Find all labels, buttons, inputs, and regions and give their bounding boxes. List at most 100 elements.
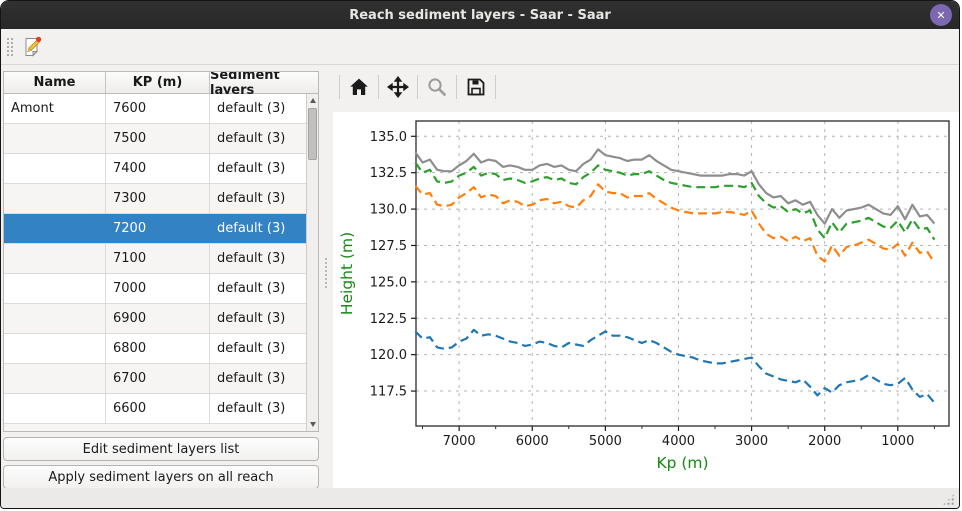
svg-text:6000: 6000 [516, 434, 549, 449]
row-name-cell[interactable] [4, 124, 106, 153]
table-row[interactable]: 7400 default (3) [4, 154, 306, 184]
svg-text:132.5: 132.5 [370, 166, 407, 181]
toolbar-separator [456, 75, 457, 99]
window-title: Reach sediment layers - Saar - Saar [349, 7, 611, 23]
svg-text:1000: 1000 [881, 434, 914, 449]
svg-text:2000: 2000 [808, 434, 841, 449]
plot-home-button[interactable] [344, 72, 374, 102]
sediment-layers-table: Name KP (m) Sediment layers Amont 7600 def… [3, 71, 319, 432]
row-layers-cell[interactable]: default (3) [217, 161, 286, 176]
row-layers-cell[interactable]: default (3) [217, 311, 286, 326]
table-row[interactable]: 7500 default (3) [4, 124, 306, 154]
x-axis-label: Kp (m) [656, 454, 708, 472]
splitter-handle-icon [324, 257, 328, 289]
pan-move-icon [387, 76, 409, 98]
sediment-profile-chart: 117.5 120.0 122.5 125.0 127.5 130.0 132.5 135.0… [338, 120, 950, 472]
row-name-cell[interactable] [4, 244, 106, 273]
row-kp-cell[interactable]: 7500 [106, 124, 210, 153]
row-name-cell[interactable] [4, 394, 106, 423]
scrollbar-thumb[interactable] [308, 108, 317, 160]
toolbar-separator [495, 75, 496, 99]
column-header-sediment-layers[interactable]: Sediment layers [210, 71, 280, 98]
row-kp-cell[interactable]: 6900 [106, 304, 210, 333]
table-row[interactable]: 7300 default (3) [4, 184, 306, 214]
row-layers-cell[interactable]: default (3) [217, 341, 286, 356]
close-icon: ✕ [936, 8, 946, 22]
table-row[interactable]: 7000 default (3) [4, 274, 306, 304]
toolbar-drag-handle[interactable] [6, 37, 14, 58]
row-name-cell[interactable] [4, 304, 106, 333]
row-name-cell[interactable] [4, 274, 106, 303]
table-row[interactable]: Amont 7600 default (3) [4, 94, 306, 124]
resize-grip-icon[interactable] [942, 493, 955, 506]
row-name-cell[interactable] [4, 364, 106, 393]
pane-splitter[interactable] [321, 65, 331, 488]
plot-zoom-button[interactable] [422, 72, 452, 102]
toolbar-separator [378, 75, 379, 99]
row-layers-cell[interactable]: default (3) [217, 401, 286, 416]
y-axis-label: Height (m) [338, 232, 356, 315]
column-header-name[interactable]: Name [4, 72, 106, 93]
row-name-cell[interactable] [4, 154, 106, 183]
row-name-cell[interactable]: Amont [4, 94, 106, 123]
table-body: Amont 7600 default (3) 7500 default (3) 7400 d… [4, 94, 306, 431]
svg-text:127.5: 127.5 [370, 239, 407, 254]
chevron-up-icon [309, 98, 316, 103]
apply-sediment-layers-button[interactable]: Apply sediment layers on all reach [3, 465, 319, 489]
main-toolbar [1, 29, 959, 65]
row-layers-cell[interactable]: default (3) [217, 221, 286, 236]
table-row[interactable]: 6900 default (3) [4, 304, 306, 334]
row-layers-cell[interactable]: default (3) [217, 281, 286, 296]
table-row[interactable]: 6600 default (3) [4, 394, 306, 424]
svg-text:122.5: 122.5 [370, 312, 407, 327]
row-kp-cell[interactable]: 7100 [106, 244, 210, 273]
row-kp-cell[interactable]: 7000 [106, 274, 210, 303]
row-name-cell[interactable] [4, 334, 106, 363]
svg-text:135.0: 135.0 [370, 130, 407, 145]
plot-toolbar [335, 70, 500, 104]
row-kp-cell[interactable]: 7600 [106, 94, 210, 123]
scrollbar-up-button[interactable] [307, 98, 318, 111]
status-strip [1, 488, 959, 508]
titlebar[interactable]: Reach sediment layers - Saar - Saar ✕ [1, 1, 959, 29]
sediment-layer-top-gray [414, 148, 936, 225]
row-layers-cell[interactable]: default (3) [217, 101, 286, 116]
row-kp-cell[interactable]: 7400 [106, 154, 210, 183]
plot-canvas[interactable]: 117.5 120.0 122.5 125.0 127.5 130.0 132.5 135.0… [333, 112, 959, 488]
row-kp-cell[interactable]: 6700 [106, 364, 210, 393]
close-button[interactable]: ✕ [930, 4, 952, 26]
table-header: Name KP (m) Sediment layers [4, 71, 318, 98]
table-row[interactable]: 7200 default (3) [4, 214, 306, 244]
column-header-kp[interactable]: KP (m) [106, 72, 210, 93]
row-kp-cell[interactable]: 7300 [106, 184, 210, 213]
row-kp-cell[interactable]: 6600 [106, 394, 210, 423]
edit-sediment-layers-list-button[interactable]: Edit sediment layers list [3, 437, 319, 461]
row-layers-cell[interactable]: default (3) [217, 131, 286, 146]
svg-text:7000: 7000 [443, 434, 476, 449]
svg-text:5000: 5000 [589, 434, 622, 449]
row-layers-cell[interactable]: default (3) [217, 371, 286, 386]
row-name-cell[interactable] [4, 214, 106, 243]
row-layers-cell[interactable]: default (3) [217, 251, 286, 266]
sediment-layer-green [414, 161, 936, 241]
svg-text:4000: 4000 [662, 434, 695, 449]
scrollbar-down-button[interactable] [307, 418, 318, 431]
plot-save-button[interactable] [461, 72, 491, 102]
plot-pan-button[interactable] [383, 72, 413, 102]
row-layers-cell[interactable]: default (3) [217, 191, 286, 206]
table-scrollbar[interactable] [306, 94, 318, 431]
row-kp-cell[interactable]: 6800 [106, 334, 210, 363]
row-name-cell[interactable] [4, 184, 106, 213]
toolbar-separator [417, 75, 418, 99]
table-row[interactable]: 6800 default (3) [4, 334, 306, 364]
row-kp-cell[interactable]: 7200 [106, 214, 210, 243]
edit-sediment-button[interactable] [18, 33, 46, 61]
chevron-down-icon [309, 422, 316, 427]
table-row[interactable]: 7100 default (3) [4, 244, 306, 274]
svg-text:130.0: 130.0 [370, 203, 407, 218]
table-row-partial[interactable] [4, 424, 306, 431]
magnifier-icon [428, 78, 446, 96]
sediment-layer-orange [414, 183, 936, 264]
table-row[interactable]: 6700 default (3) [4, 364, 306, 394]
